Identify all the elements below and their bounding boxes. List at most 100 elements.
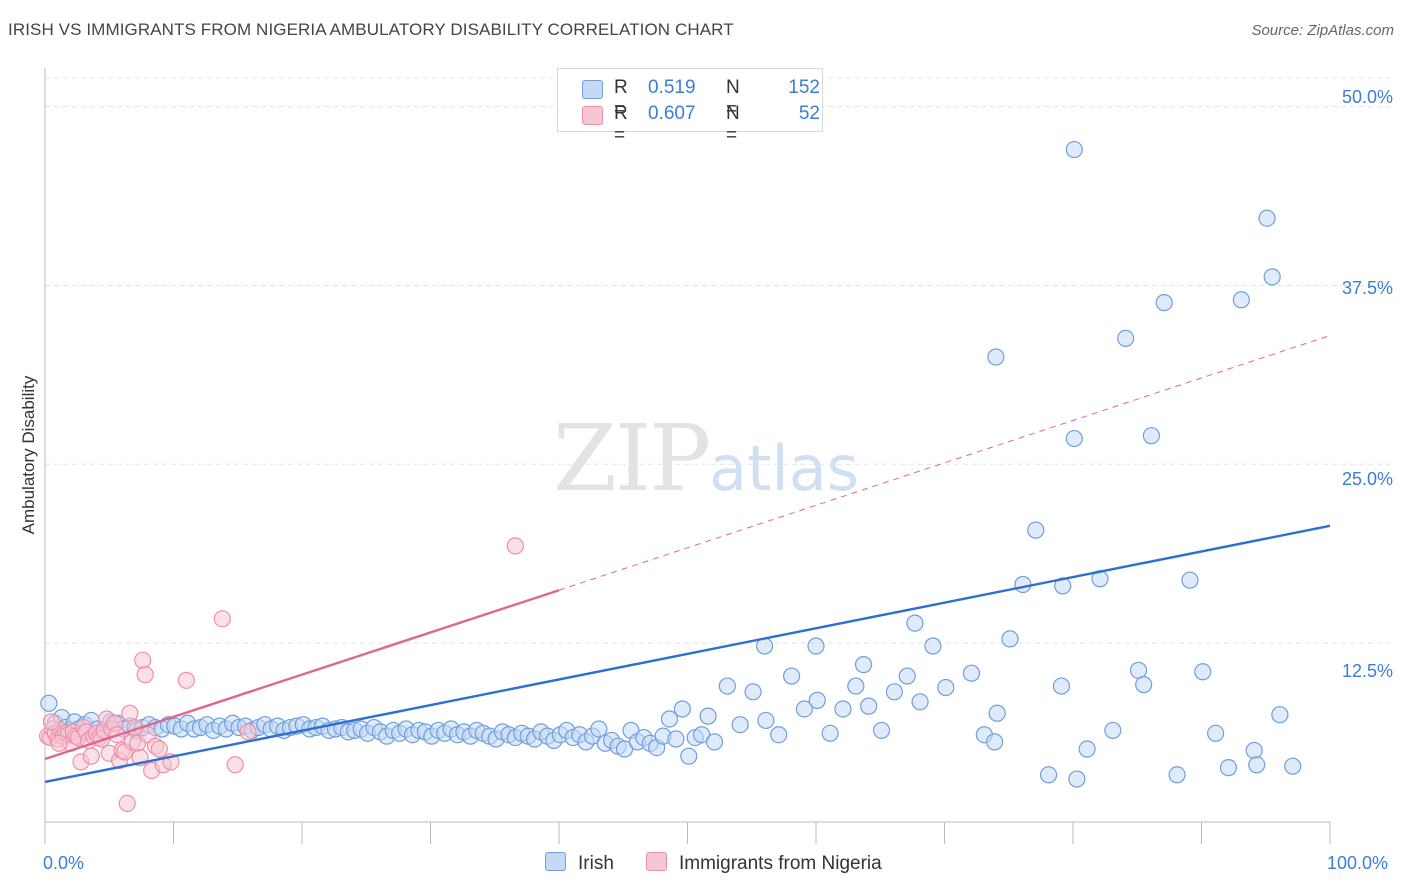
irish-point xyxy=(1135,676,1153,694)
irish-point xyxy=(1284,757,1302,775)
nigeria-point xyxy=(506,537,524,555)
zipatlas-watermark: ZIPatlas xyxy=(553,405,859,512)
nigeria-point xyxy=(177,671,195,689)
irish-point xyxy=(937,678,955,697)
nigeria-point xyxy=(50,734,68,752)
irish-point xyxy=(1052,677,1071,695)
nigeria-point xyxy=(226,756,244,774)
legend-n-value-irish: 152 xyxy=(788,77,820,98)
irish-point xyxy=(770,726,788,744)
y-axis-label: Ambulatory Disability xyxy=(19,375,38,535)
irish-point xyxy=(1258,209,1276,227)
irish-point xyxy=(1014,575,1032,594)
irish-point xyxy=(885,683,903,701)
irish-point xyxy=(1065,140,1083,159)
irish-point xyxy=(1001,630,1019,648)
irish-point xyxy=(821,724,839,742)
irish-point xyxy=(1039,766,1058,784)
irish-point xyxy=(1248,756,1266,774)
irish-point xyxy=(988,704,1006,722)
irish-point xyxy=(1181,571,1199,589)
series-label-nigeria: Immigrants from Nigeria xyxy=(679,853,882,874)
nigeria-point xyxy=(136,666,154,684)
irish-point xyxy=(1068,770,1086,788)
irish-point xyxy=(1271,706,1289,724)
irish-point xyxy=(834,700,852,718)
series-legend-irish: Irish xyxy=(545,852,614,875)
irish-point xyxy=(1219,759,1238,777)
nigeria-point xyxy=(134,651,152,669)
series-swatch-nigeria xyxy=(646,852,667,871)
irish-point xyxy=(693,726,711,744)
irish-point xyxy=(1263,268,1281,286)
watermark-zip: ZIP xyxy=(553,405,711,512)
irish-point xyxy=(731,716,749,734)
irish-point xyxy=(987,348,1005,366)
legend-n-value-nigeria: 52 xyxy=(798,103,820,124)
irish-point xyxy=(860,697,878,715)
irish-point xyxy=(699,707,717,725)
y-tick-label-12-5: 12.5% xyxy=(1341,661,1393,681)
irish-point xyxy=(911,693,929,711)
irish-point xyxy=(1078,740,1096,758)
irish-point xyxy=(680,747,698,765)
irish-point xyxy=(1194,663,1212,681)
nigeria-trend-extension xyxy=(558,335,1331,591)
y-tick-label-37-5: 37.5% xyxy=(1341,278,1393,298)
irish-point xyxy=(1142,427,1160,445)
irish-point xyxy=(660,710,679,728)
irish-point xyxy=(906,614,924,632)
legend-swatch-nigeria xyxy=(582,106,603,125)
nigeria-point xyxy=(42,713,61,731)
x-tick-label-100: 100.0% xyxy=(1327,853,1389,873)
irish-point xyxy=(673,700,691,718)
irish-point xyxy=(1129,661,1148,679)
irish-point xyxy=(1245,741,1263,760)
irish-point xyxy=(847,677,865,695)
legend-swatch-irish xyxy=(582,80,603,99)
legend-n-label: N = xyxy=(726,103,740,146)
irish-point xyxy=(718,677,736,695)
chart-title: IRISH VS IMMIGRANTS FROM NIGERIA AMBULAT… xyxy=(8,20,734,39)
y-tick-label-25: 25.0% xyxy=(1341,469,1393,489)
nigeria-point xyxy=(150,740,168,758)
irish-point xyxy=(757,711,775,730)
irish-point xyxy=(1117,329,1135,347)
irish-point xyxy=(1207,724,1225,742)
irish-point xyxy=(1027,521,1045,539)
x-tick-label-0: 0.0% xyxy=(43,853,85,873)
nigeria-point xyxy=(82,747,100,765)
legend-r-label: R = xyxy=(614,103,628,146)
irish-trend-line xyxy=(44,524,1331,784)
irish-point xyxy=(615,740,634,758)
nigeria-point xyxy=(239,723,257,741)
irish-point xyxy=(807,637,825,655)
irish-point xyxy=(40,694,58,712)
irish-point xyxy=(667,730,685,748)
irish-point xyxy=(1168,766,1186,784)
nigeria-trend-line xyxy=(44,589,560,761)
irish-point xyxy=(898,667,916,685)
nigeria-point xyxy=(213,610,231,628)
irish-point xyxy=(705,733,724,751)
irish-point xyxy=(924,637,942,655)
series-label-irish: Irish xyxy=(578,853,614,874)
watermark-atlas: atlas xyxy=(709,432,859,505)
legend-n-label: N = xyxy=(726,77,740,120)
source-credit: Source: ZipAtlas.com xyxy=(1251,22,1394,39)
irish-point xyxy=(1232,291,1250,309)
irish-point xyxy=(782,667,801,685)
irish-point xyxy=(795,700,814,718)
irish-point xyxy=(744,683,762,701)
irish-point xyxy=(808,691,826,709)
legend-r-value-irish: 0.519 xyxy=(648,77,696,98)
series-swatch-irish xyxy=(545,852,566,871)
irish-point xyxy=(590,720,608,738)
nigeria-point xyxy=(121,704,139,722)
series-legend-nigeria: Immigrants from Nigeria xyxy=(646,852,882,875)
irish-point xyxy=(1104,721,1122,740)
irish-point xyxy=(854,656,873,674)
legend-r-label: R = xyxy=(614,77,628,120)
irish-point xyxy=(872,721,891,740)
